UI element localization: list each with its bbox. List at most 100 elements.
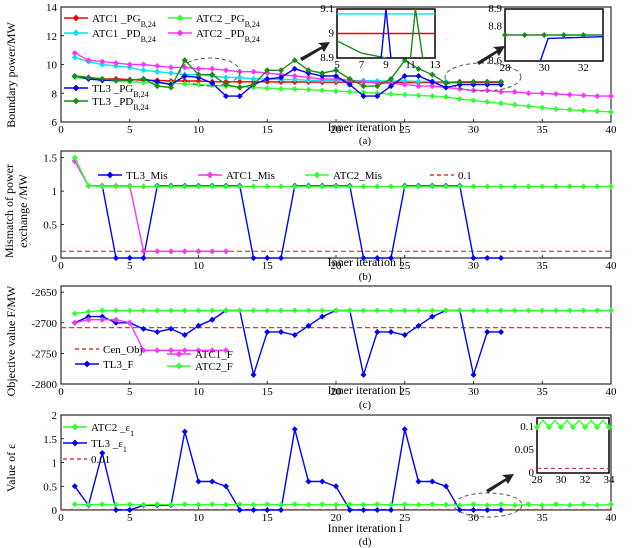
series-TL3_PD_B,24 [71, 57, 505, 91]
data-point [552, 501, 560, 508]
data-point [71, 49, 78, 57]
plot-frame [60, 150, 612, 259]
data-point [470, 371, 477, 378]
data-point [126, 61, 133, 68]
data-point [126, 77, 133, 84]
inset-point [545, 424, 553, 431]
data-point [319, 70, 326, 77]
inset-x-tick-label: 30 [539, 62, 551, 74]
data-point [222, 501, 230, 508]
inset-2: 28 30 32 8.6 8.8 8.9 [488, 3, 604, 74]
data-point [222, 347, 230, 354]
data-point [277, 85, 285, 92]
data-point [484, 307, 491, 314]
x-tick-label: 35 [537, 260, 549, 272]
data-point [236, 93, 243, 100]
data-point [387, 506, 395, 514]
data-point [319, 313, 326, 320]
data-point [305, 183, 312, 190]
data-point [497, 506, 505, 514]
legend-subscript: B,24 [133, 103, 148, 112]
legend-marker [72, 29, 80, 37]
data-point [511, 502, 518, 509]
data-point [387, 501, 395, 508]
x-tick-label: 25 [399, 260, 411, 272]
data-point [607, 501, 615, 508]
x-tick-label: 5 [127, 260, 133, 272]
data-point [525, 501, 532, 508]
data-point [442, 84, 450, 91]
series-line [74, 429, 501, 511]
legend-label: ATC2 _ε1 [91, 422, 134, 438]
data-point [140, 61, 147, 68]
data-point [401, 91, 408, 98]
panel-b: 0 5 10 15 20 25 30 35 40 0 0.5 1 1.5 TL3_Mis ATC1_Mis A… [43, 150, 617, 272]
legend-label: ATC2_Mis [333, 170, 382, 182]
data-point [264, 67, 271, 74]
x-tick-label: 30 [468, 124, 480, 136]
data-point [374, 254, 381, 262]
data-point [401, 183, 408, 190]
legend-item: Cen_Obj [75, 344, 143, 356]
data-point [429, 478, 436, 485]
data-point [442, 183, 450, 190]
legend-item: ATC2_Mis [305, 170, 382, 182]
legend-marker [175, 362, 183, 370]
data-point [442, 483, 450, 490]
legend-label: ATC2 _PGB,24 [196, 13, 260, 29]
data-point [305, 307, 312, 314]
data-point [71, 310, 78, 317]
data-point [374, 501, 381, 508]
inset-point [593, 424, 601, 431]
data-point [470, 254, 477, 262]
data-point [456, 78, 463, 85]
data-point [497, 254, 505, 262]
data-point [332, 72, 340, 80]
x-tick-label: 0 [58, 512, 64, 524]
data-point [332, 88, 340, 95]
data-point [401, 72, 408, 80]
data-point [415, 307, 422, 314]
zoom-arrow [477, 46, 505, 65]
y-tick-label: -2800 [31, 379, 57, 391]
data-point [456, 502, 463, 509]
x-tick-label: 10 [193, 124, 205, 136]
data-point [167, 84, 175, 91]
zoom-ellipse [444, 62, 522, 92]
y-tick-label: 0 [52, 505, 58, 517]
data-point [99, 316, 106, 323]
data-point [319, 183, 326, 190]
data-point [442, 501, 450, 508]
data-point [497, 88, 505, 95]
data-point [167, 183, 175, 190]
data-point [291, 183, 298, 190]
data-point [346, 501, 353, 508]
legend-marker [313, 171, 321, 179]
data-point [484, 78, 491, 85]
data-point [456, 506, 463, 514]
y-tick-label: 14 [46, 2, 58, 14]
inset-y-tick-label: 8.9 [320, 52, 334, 64]
data-point [305, 86, 312, 93]
data-point [154, 68, 161, 75]
data-point [222, 74, 230, 81]
data-point [126, 183, 133, 190]
data-point [346, 183, 353, 190]
inset-x-tick-label: 32 [578, 62, 589, 74]
legend-item: TL3 _ε1 [63, 438, 127, 454]
data-point [264, 183, 271, 190]
data-point [236, 84, 243, 91]
data-point [71, 54, 78, 61]
data-point [374, 506, 381, 514]
legend-label: ATC1_Mis [226, 170, 275, 182]
inset-x-tick-label: 34 [604, 474, 616, 486]
data-point [497, 307, 505, 314]
data-point [85, 316, 92, 323]
data-point [195, 307, 202, 314]
data-point [497, 501, 505, 508]
data-point [167, 70, 175, 77]
data-point [346, 506, 353, 514]
data-point [305, 67, 312, 74]
data-point [470, 501, 477, 508]
data-point [277, 501, 285, 508]
